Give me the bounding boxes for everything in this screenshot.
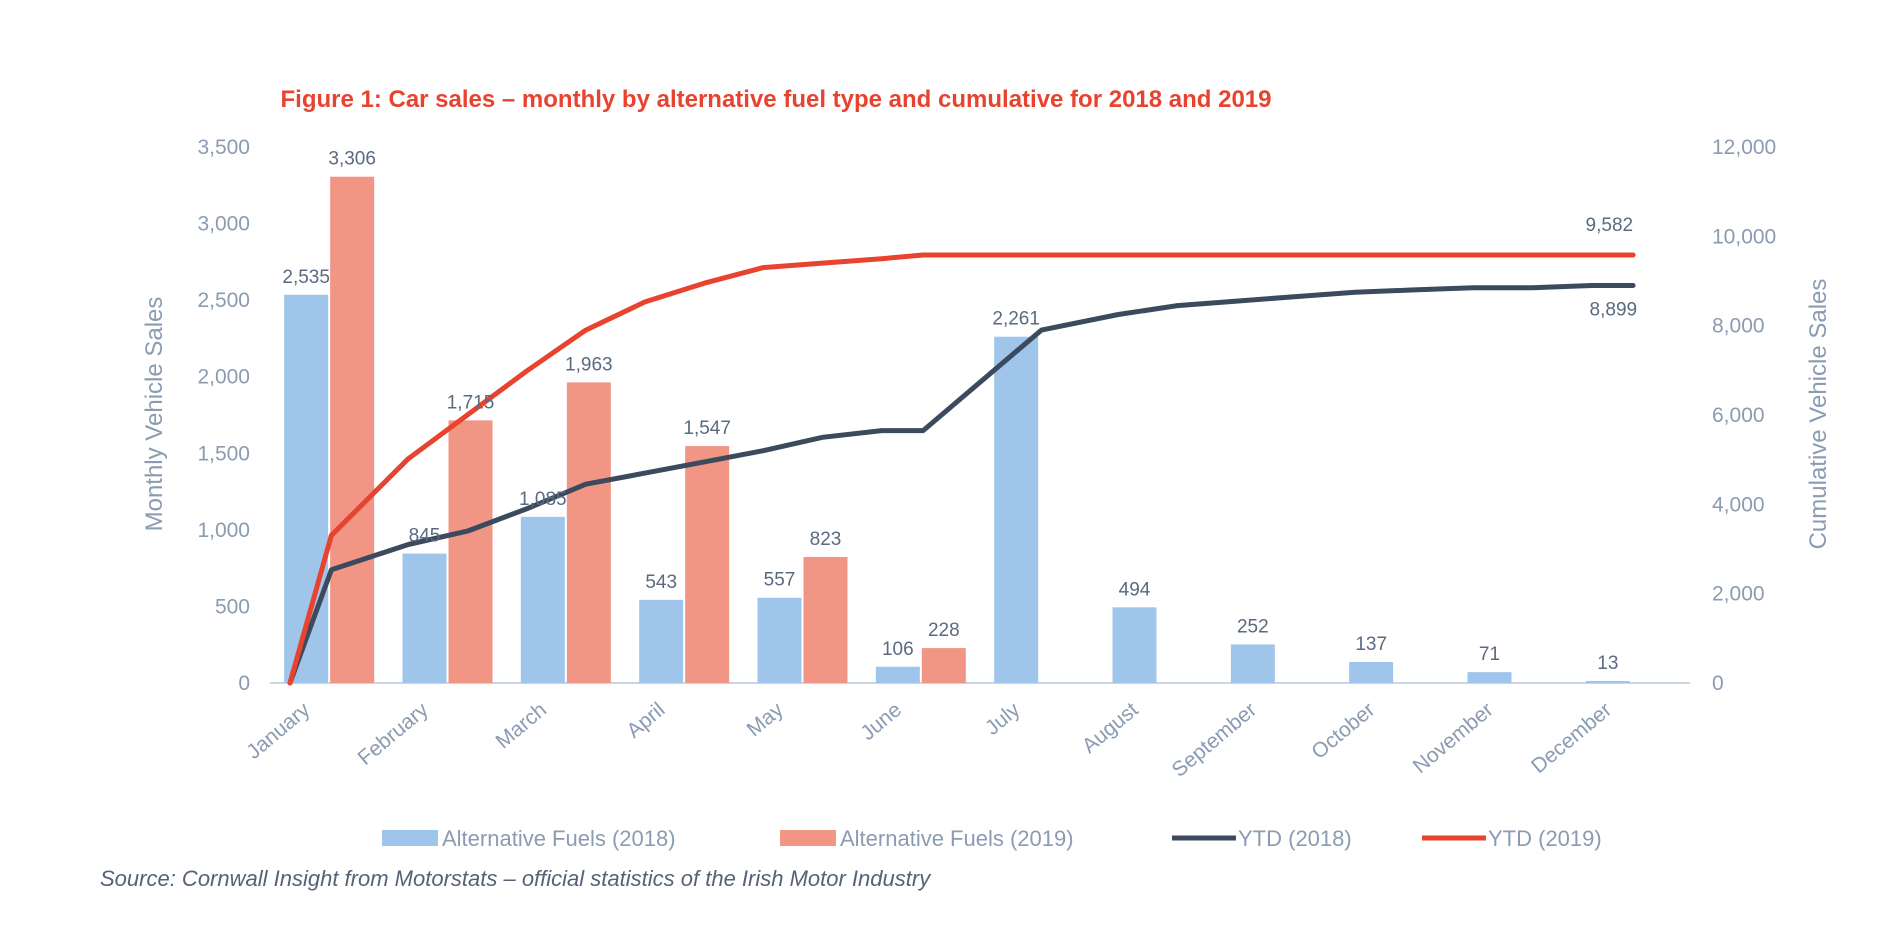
bar-2018 xyxy=(875,666,920,683)
bar-2019-label: 1,963 xyxy=(565,354,613,375)
bar-2019 xyxy=(566,382,611,683)
bar-2018-label: 2,535 xyxy=(282,267,330,288)
left-tick-label: 2,500 xyxy=(197,289,250,312)
bar-2018 xyxy=(1585,681,1630,683)
bar-2019 xyxy=(330,176,375,683)
chart-title: Figure 1: Car sales – monthly by alterna… xyxy=(280,86,1271,113)
category-label: August xyxy=(1078,698,1143,758)
legend-label-ytd-2018: YTD (2018) xyxy=(1238,826,1352,851)
category-label: May xyxy=(743,698,789,741)
bar-2019-label: 228 xyxy=(928,620,960,641)
bar-2018 xyxy=(1230,644,1275,683)
category-labels: January February March April May June July Augu… xyxy=(242,698,1616,782)
left-tick-label: 3,000 xyxy=(197,213,250,236)
ytd-2018-end-label: 8,899 xyxy=(1590,300,1638,321)
bar-2019 xyxy=(921,648,966,683)
legend-label-2018-bars: Alternative Fuels (2018) xyxy=(442,826,676,851)
bar-2018-label: 557 xyxy=(764,570,796,591)
bar-2018 xyxy=(1112,607,1157,683)
bar-2018-label: 13 xyxy=(1597,653,1618,674)
bar-2018 xyxy=(520,516,565,683)
category-label: November xyxy=(1409,698,1498,778)
category-label: January xyxy=(242,698,314,764)
left-tick-label: 2,000 xyxy=(197,366,250,389)
bar-2019-label: 1,547 xyxy=(683,418,731,439)
bar-2018-label: 137 xyxy=(1355,634,1387,655)
category-label: July xyxy=(981,698,1025,740)
right-tick-label: 12,000 xyxy=(1712,136,1776,159)
legend-swatch-2019-bars xyxy=(780,830,836,846)
left-axis-title: Monthly Vehicle Sales xyxy=(141,297,168,532)
right-tick-label: 4,000 xyxy=(1712,493,1765,516)
right-axis-title: Cumulative Vehicle Sales xyxy=(1805,279,1832,550)
left-tick-label: 3,500 xyxy=(197,136,250,159)
bar-2018-label: 71 xyxy=(1479,644,1500,665)
bar-2018-label: 252 xyxy=(1237,616,1269,637)
left-axis: 0 500 1,000 1,500 2,000 2,500 3,000 3,500 xyxy=(197,136,250,695)
left-tick-label: 0 xyxy=(238,672,250,695)
bar-2018-label: 2,261 xyxy=(992,309,1040,330)
category-label: December xyxy=(1527,698,1616,778)
bar-2018-label: 494 xyxy=(1119,579,1151,600)
right-tick-label: 6,000 xyxy=(1712,404,1765,427)
bar-2019-label: 1,715 xyxy=(447,392,495,413)
bar-2019-label: 3,306 xyxy=(328,149,376,170)
bar-2019-label: 823 xyxy=(810,529,842,550)
category-label: March xyxy=(492,698,551,753)
bar-2018 xyxy=(994,336,1039,683)
ytd-2019-line xyxy=(287,252,1636,686)
right-axis: 0 2,000 4,000 6,000 8,000 10,000 12,000 xyxy=(1712,136,1776,695)
bar-2018 xyxy=(639,599,684,683)
category-label: June xyxy=(856,698,906,745)
legend-label-ytd-2019: YTD (2019) xyxy=(1488,826,1602,851)
bar-2018 xyxy=(1467,672,1512,683)
right-tick-label: 8,000 xyxy=(1712,315,1765,338)
category-label: September xyxy=(1168,698,1261,782)
category-label: February xyxy=(354,698,434,770)
ytd-2019-end-label: 9,582 xyxy=(1586,215,1634,236)
left-tick-label: 1,000 xyxy=(197,519,250,542)
category-label: October xyxy=(1307,698,1379,764)
bar-2019 xyxy=(685,446,730,683)
right-tick-label: 0 xyxy=(1712,672,1724,695)
bar-2018-label: 845 xyxy=(409,526,441,547)
lines xyxy=(287,252,1636,686)
bar-2019 xyxy=(803,556,848,683)
source-note: Source: Cornwall Insight from Motorstats… xyxy=(100,866,932,891)
bar-2019 xyxy=(448,420,493,683)
bar-2018-label: 543 xyxy=(645,572,677,593)
bar-2018 xyxy=(402,553,447,683)
legend-swatch-2018-bars xyxy=(382,830,438,846)
left-tick-label: 1,500 xyxy=(197,442,250,465)
category-label: April xyxy=(622,698,669,743)
right-tick-label: 2,000 xyxy=(1712,583,1765,606)
bar-2018 xyxy=(757,597,802,683)
right-tick-label: 10,000 xyxy=(1712,225,1776,248)
bar-2018-label: 106 xyxy=(882,639,914,660)
legend: Alternative Fuels (2018) Alternative Fue… xyxy=(382,826,1602,851)
ytd-2018-line xyxy=(287,283,1636,686)
data-labels: 2,535 3,306 845 1,715 1,085 1,963 543 1,547 557 8… xyxy=(282,149,1637,674)
left-tick-label: 500 xyxy=(215,595,250,618)
legend-label-2019-bars: Alternative Fuels (2019) xyxy=(840,826,1074,851)
bar-2018-label: 1,085 xyxy=(519,489,567,510)
bar-2018 xyxy=(1349,662,1394,683)
bars xyxy=(284,176,1630,683)
